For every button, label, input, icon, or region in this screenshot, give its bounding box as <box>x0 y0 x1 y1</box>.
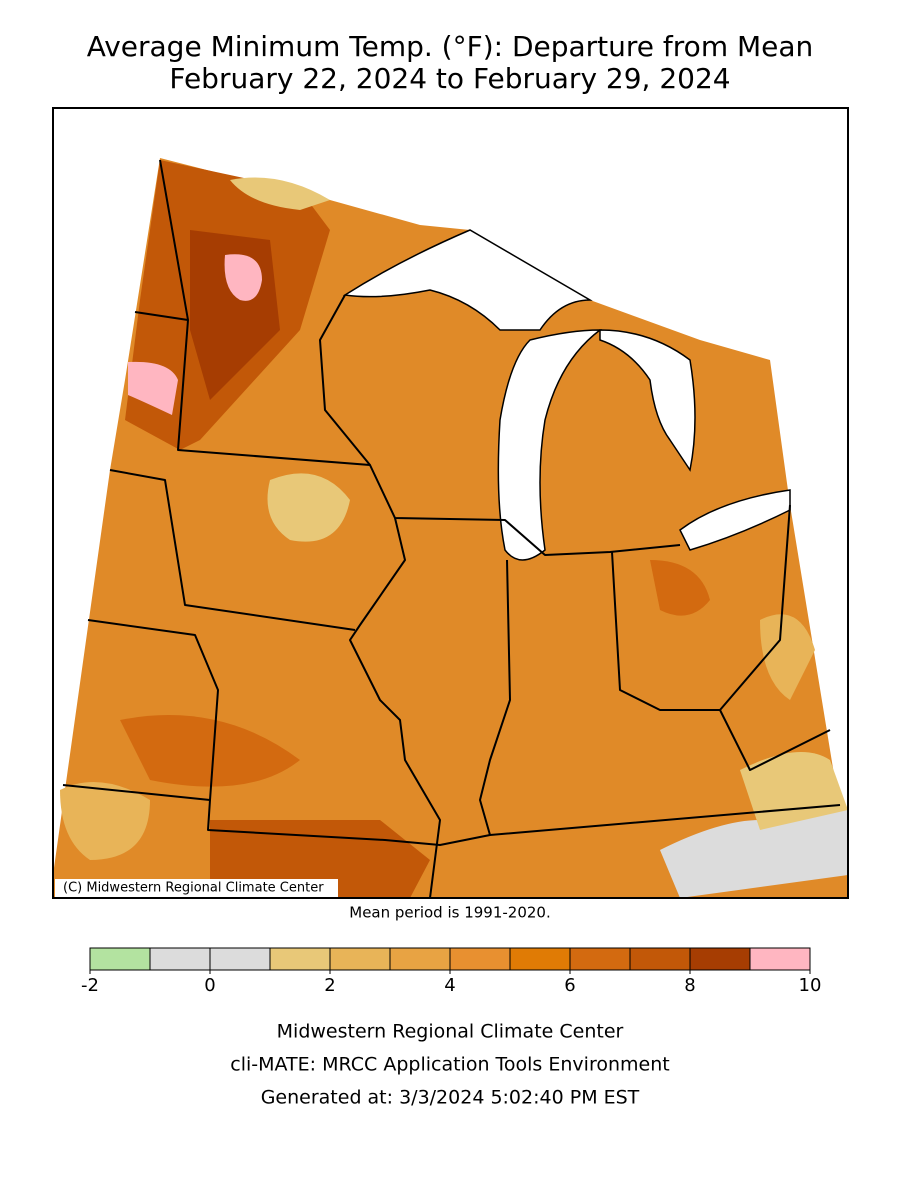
legend-swatch <box>269 947 331 971</box>
footer-line: cli-MATE: MRCC Application Tools Environ… <box>230 1054 669 1076</box>
legend-tick-label: 4 <box>444 975 455 996</box>
legend-swatch <box>389 947 451 971</box>
map-frame <box>52 107 849 899</box>
legend-tick-label: 0 <box>204 975 215 996</box>
state-border <box>62 504 831 836</box>
credit: (C) Midwestern Regional Climate Center <box>63 881 324 896</box>
cool-area <box>267 473 350 542</box>
warm-area <box>650 560 710 616</box>
legend-swatch <box>689 947 751 971</box>
legend-tick-label: 6 <box>564 975 575 996</box>
legend-tick-label: -2 <box>81 975 99 996</box>
legend-swatch <box>89 947 151 971</box>
legend-tick-label: 10 <box>799 975 822 996</box>
legend-swatch <box>569 947 631 971</box>
footer-line: Midwestern Regional Climate Center <box>277 1021 624 1043</box>
pink-area <box>224 254 262 301</box>
cool-area <box>660 810 848 898</box>
cool-area <box>60 782 150 860</box>
legend-tick-label: 8 <box>684 975 695 996</box>
cool-area <box>230 177 330 210</box>
legend-swatch <box>209 947 271 971</box>
cool-area <box>760 614 815 700</box>
legend-swatch <box>149 947 211 971</box>
legend-swatch <box>629 947 691 971</box>
credit-bg <box>55 879 338 897</box>
title: Average Minimum Temp. (°F): Departure fr… <box>87 30 814 63</box>
map: (C) Midwestern Regional Climate Center <box>52 107 849 899</box>
subtitle: February 22, 2024 to February 29, 2024 <box>169 62 730 95</box>
state-border <box>319 294 441 899</box>
pink-area <box>128 361 178 415</box>
lake-michigan <box>497 329 603 561</box>
footer-line: Generated at: 3/3/2024 5:02:40 PM EST <box>261 1087 640 1109</box>
legend-tick-label: 2 <box>324 975 335 996</box>
lake-superior <box>342 229 593 331</box>
state-border <box>87 311 841 846</box>
legend-swatch <box>329 947 391 971</box>
warm-area <box>120 715 300 787</box>
legend-swatch <box>449 947 511 971</box>
legend: -2 0 2 4 6 8 10 <box>81 947 822 996</box>
legend-swatch <box>749 947 811 971</box>
mean-period-note: Mean period is 1991-2020. <box>349 904 550 922</box>
lake-huron <box>599 329 696 472</box>
legend-swatch <box>509 947 571 971</box>
